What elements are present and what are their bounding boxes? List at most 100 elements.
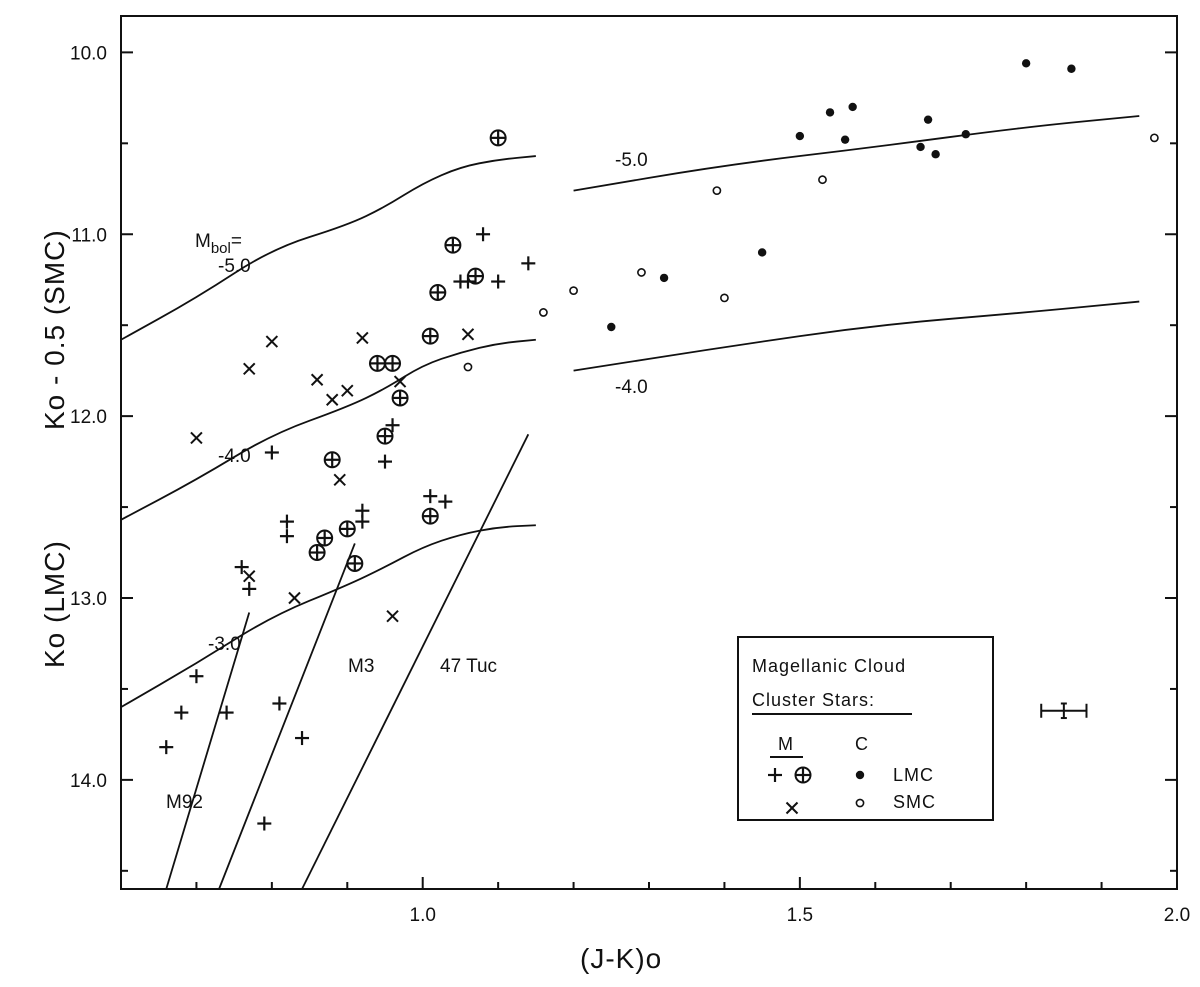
legend: Magellanic Cloud Cluster Stars: M C LMC … [737, 636, 994, 821]
mbol-curve [120, 338, 536, 521]
data-point [923, 115, 933, 124]
mbol-curve [120, 155, 536, 341]
data-point [385, 418, 400, 433]
marker-stroke [325, 393, 339, 406]
marker-ring [444, 236, 462, 254]
legend-col-c: C [855, 734, 869, 754]
marker-stroke [461, 328, 475, 341]
data-point [325, 393, 339, 406]
marker-dot [607, 322, 616, 332]
mbol-curve [120, 524, 536, 708]
marker-ring [489, 129, 507, 147]
data-point [264, 445, 279, 460]
data-point [855, 770, 865, 780]
data-point [355, 514, 370, 529]
data-point [444, 236, 462, 254]
mbol-eq: = [231, 231, 242, 252]
marker-ring [346, 554, 364, 572]
sequence-label-47tuc: 47 Tuc [440, 656, 497, 677]
data-point [476, 227, 491, 242]
data-point [489, 129, 507, 147]
marker-ring [316, 529, 334, 547]
marker-ring [712, 186, 722, 195]
data-point [159, 740, 174, 755]
legend-title-line1: Magellanic Cloud [752, 656, 906, 676]
marker-stroke [386, 609, 399, 623]
data-point [467, 267, 485, 285]
data-point [295, 731, 310, 746]
data-point [848, 102, 857, 112]
mbol-m: M [195, 231, 211, 252]
data-point [785, 801, 799, 815]
data-point [453, 274, 468, 289]
legend-col-m: M [778, 734, 794, 754]
data-point [840, 135, 850, 144]
x-tick-label: 1.0 [410, 905, 436, 926]
data-point [423, 489, 438, 504]
y-axis-title-bottom: Ko (LMC) [39, 540, 70, 668]
cluster-sequence-line [165, 612, 251, 890]
marker-dot [795, 131, 805, 141]
data-point [341, 384, 354, 397]
data-point [1149, 133, 1159, 143]
marker-dot [848, 102, 857, 112]
data-point [391, 389, 409, 407]
marker-ring [463, 362, 473, 372]
error-bar [1040, 702, 1088, 720]
sequence-label-m92: M92 [166, 792, 203, 813]
data-point [386, 609, 399, 623]
data-point [219, 705, 234, 720]
curve-label-left-low: -3.0 [208, 634, 241, 655]
marker-ring [338, 520, 356, 538]
data-point [288, 591, 301, 605]
data-point [243, 569, 256, 583]
data-point [461, 328, 475, 341]
marker-ring [421, 507, 439, 525]
data-point [720, 293, 729, 303]
data-point [659, 273, 669, 283]
legend-title-line2: Cluster Stars: [752, 690, 875, 710]
marker-stroke [243, 362, 256, 376]
mbol-label: Mbol= [195, 231, 242, 257]
marker-ring [391, 389, 409, 407]
data-point [346, 554, 364, 572]
data-point [257, 816, 272, 831]
data-point [234, 560, 249, 575]
data-point [421, 507, 439, 525]
marker-dot [1067, 64, 1076, 73]
data-point [1021, 59, 1031, 68]
data-point [242, 581, 257, 596]
marker-stroke [356, 331, 369, 345]
sequence-label-m3: M3 [348, 656, 374, 677]
data-point [931, 150, 940, 159]
legend-box [737, 636, 994, 821]
marker-dot [659, 273, 669, 283]
x-tick-label: 1.5 [787, 905, 813, 926]
data-point [818, 175, 827, 185]
marker-ring [720, 293, 729, 303]
plot-frame [120, 15, 1178, 890]
marker-dot [1021, 59, 1031, 68]
marker-ring [308, 544, 326, 562]
marker-ring [384, 354, 402, 372]
curve-label-right-top: -5.0 [615, 150, 648, 171]
marker-stroke [333, 473, 346, 486]
data-points [159, 59, 1159, 831]
data-point [189, 669, 204, 684]
data-point [368, 354, 386, 372]
data-point [174, 705, 189, 720]
marker-stroke [310, 373, 324, 386]
data-point [308, 544, 326, 562]
axis-ticks: 1.0 1.5 2.0 10.0 11.0 12.0 13.0 14.0 [70, 43, 1190, 926]
marker-dot [923, 115, 933, 124]
marker-ring [376, 427, 394, 445]
y-tick-label: 11.0 [71, 225, 107, 246]
marker-stroke [265, 335, 279, 348]
data-point [384, 354, 402, 372]
marker-dot [916, 142, 925, 152]
data-point [916, 142, 925, 152]
y-tick-label: 14.0 [70, 771, 107, 792]
data-point [539, 308, 548, 317]
marker-ring [421, 327, 439, 345]
